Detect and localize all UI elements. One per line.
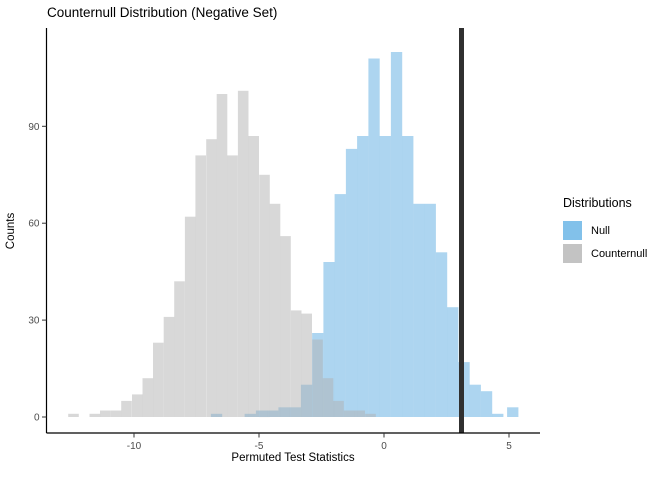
histogram-bar-counternull <box>195 155 206 417</box>
histogram-bar-counternull <box>259 174 270 418</box>
y-tick-label: 30 <box>28 316 40 327</box>
histogram-bar-null <box>368 58 380 417</box>
histogram-bar-counternull <box>269 203 281 417</box>
histogram-bar-counternull <box>365 413 376 417</box>
histogram-bar-null <box>334 194 346 417</box>
histogram-bar-counternull <box>132 394 143 417</box>
histogram-bar-null <box>469 384 481 417</box>
histogram-bar-null <box>435 252 448 417</box>
x-axis-label: Permuted Test Statistics <box>231 452 355 464</box>
histogram-bar-counternull <box>280 236 291 417</box>
histogram-bar-counternull <box>312 339 323 417</box>
histogram-bar-counternull <box>343 410 355 417</box>
legend: Distributions Null Counternull <box>563 196 647 267</box>
histogram-bar-null <box>458 362 470 417</box>
histogram-bar-null <box>447 307 459 417</box>
y-tick-label: 0 <box>34 413 40 424</box>
histogram-bar-counternull <box>174 281 185 417</box>
histogram-bar-null <box>390 52 403 417</box>
legend-item-counternull: Counternull <box>563 244 647 263</box>
histogram-bar-counternull <box>121 400 132 417</box>
histogram-bar-counternull <box>333 400 344 417</box>
histogram-bar-counternull <box>163 316 175 417</box>
x-tick-label: -10 <box>127 441 142 452</box>
y-tick-label: 60 <box>28 219 40 230</box>
histogram-bar-counternull <box>153 342 164 417</box>
histogram-bar-counternull <box>301 313 312 417</box>
y-tick-label: 90 <box>28 122 40 133</box>
histogram-bar-null <box>424 203 436 417</box>
legend-swatch-counternull <box>563 244 582 263</box>
histogram-bar-counternull <box>227 155 238 417</box>
legend-item-null: Null <box>563 221 647 240</box>
histogram-bar-counternull <box>142 378 154 417</box>
histogram-bar-counternull <box>89 413 101 417</box>
legend-label-null: Null <box>591 224 610 237</box>
histogram-bar-counternull <box>322 378 334 417</box>
legend-items: Null Counternull <box>563 221 647 263</box>
histogram-bar-counternull <box>110 410 122 417</box>
legend-title: Distributions <box>563 196 632 210</box>
histogram-bar-counternull <box>354 410 365 417</box>
histogram-bar-null <box>323 262 335 417</box>
histogram-bar-counternull <box>237 90 249 418</box>
x-tick-label: 0 <box>381 441 387 452</box>
histogram-bar-null <box>379 136 391 417</box>
histogram-bar-null <box>492 413 504 417</box>
histogram-bar-counternull <box>184 216 196 417</box>
x-tick-label: 5 <box>506 441 512 452</box>
legend-swatch-null <box>563 221 582 240</box>
histogram-bar-null <box>507 407 519 417</box>
chart-title: Counternull Distribution (Negative Set) <box>47 5 278 20</box>
histogram-bar-counternull <box>68 413 79 417</box>
histogram-bar-null <box>413 203 425 417</box>
histogram-bar-counternull <box>248 136 259 417</box>
histogram-bar-counternull <box>216 94 228 417</box>
histogram-bar-null <box>357 136 369 417</box>
histogram-bar-null <box>480 391 493 417</box>
legend-label-counternull: Counternull <box>591 247 648 260</box>
histogram-bar-null <box>345 148 358 417</box>
histogram-bar-counternull <box>290 310 302 417</box>
x-tick-label: -5 <box>255 441 264 452</box>
histogram-bar-null <box>402 136 414 417</box>
histogram-bar-counternull <box>100 410 111 417</box>
y-axis-label: Counts <box>5 212 17 250</box>
histogram-bar-counternull <box>206 139 217 417</box>
